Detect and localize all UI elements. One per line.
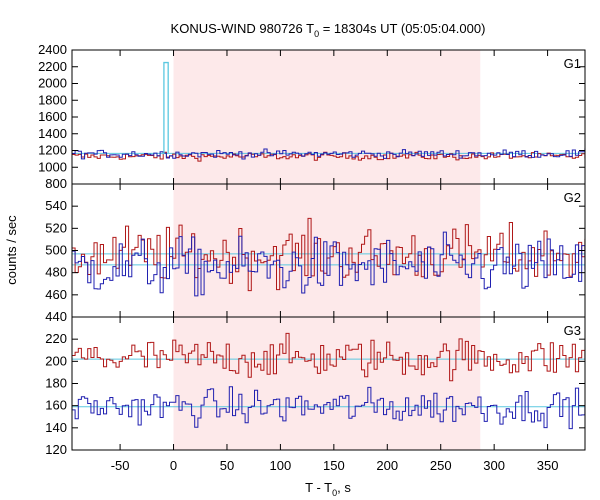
- x-axis-label: T - T0, s: [305, 480, 351, 498]
- y-tick-label: 1200: [38, 143, 67, 158]
- y-tick-label: 2400: [38, 42, 67, 57]
- x-tick-label: 100: [270, 458, 292, 473]
- series-line-blue: [72, 148, 586, 160]
- x-tick-label: 150: [323, 458, 345, 473]
- y-tick-label: 520: [45, 220, 67, 235]
- y-tick-label: 200: [45, 353, 67, 368]
- x-tick-label: -50: [111, 458, 130, 473]
- y-tick-label: 480: [45, 265, 67, 280]
- y-tick-label: 180: [45, 376, 67, 391]
- y-tick-label: 800: [45, 176, 67, 191]
- y-tick-label: 440: [45, 309, 67, 324]
- y-tick-label: 540: [45, 198, 67, 213]
- y-tick-label: 460: [45, 287, 67, 302]
- y-tick-label: 220: [45, 331, 67, 346]
- panel-g3: 120 140 160 180 200 220 G3: [45, 316, 586, 457]
- panels-group: 80010001200140016001800200022002400G1440…: [38, 42, 586, 457]
- y-tick-label: 2000: [38, 76, 67, 91]
- highlight-interval: [173, 317, 481, 450]
- spike-bin: [161, 61, 169, 155]
- y-axis-label: counts / sec: [4, 215, 19, 285]
- x-tick-label: 350: [537, 458, 559, 473]
- panel-label: G3: [564, 323, 581, 338]
- y-tick-label: 1800: [38, 92, 67, 107]
- panel-g2: 440 460 480 500 520 540 G2: [45, 183, 586, 324]
- y-tick-label: 140: [45, 420, 67, 435]
- y-tick-label: 160: [45, 398, 67, 413]
- x-tick-label: 200: [376, 458, 398, 473]
- y-tick-label: 1000: [38, 159, 67, 174]
- y-tick-label: 500: [45, 243, 67, 258]
- series-line-red: [72, 332, 586, 382]
- x-tick-labels: -50 0 50 100 150 200 250 300 350: [111, 458, 559, 473]
- x-tick-label: 300: [483, 458, 505, 473]
- y-tick-label: 1600: [38, 109, 67, 124]
- y-tick-label: 1400: [38, 126, 67, 141]
- panel-label: G1: [564, 56, 581, 71]
- x-tick-label: 0: [170, 458, 177, 473]
- panel-label: G2: [564, 190, 581, 205]
- y-tick-label: 2200: [38, 59, 67, 74]
- series-line-blue: [72, 231, 586, 297]
- series-line-blue: [72, 386, 586, 430]
- y-tick-label: 120: [45, 442, 67, 457]
- x-tick-label: 50: [220, 458, 234, 473]
- x-tick-label: 250: [430, 458, 452, 473]
- highlight-interval: [173, 50, 481, 184]
- chart-title: KONUS-WIND 980726 T0 = 18304s UT (05:05:…: [171, 21, 486, 39]
